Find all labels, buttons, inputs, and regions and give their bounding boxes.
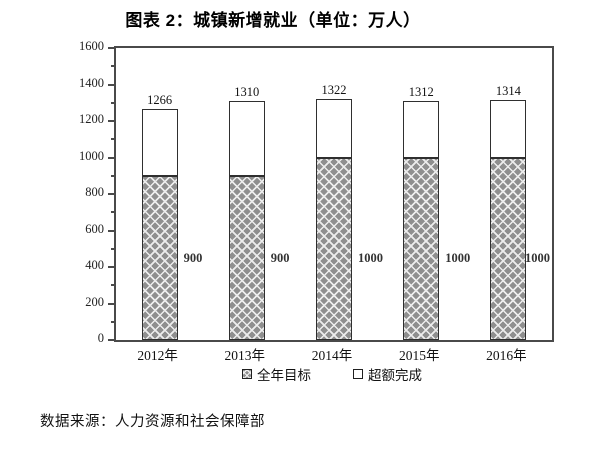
bar-total-label: 1312: [408, 84, 434, 99]
y-major-tick: [108, 266, 114, 268]
y-tick-label: 0: [97, 331, 104, 345]
bar-target-label: 900: [270, 251, 290, 265]
x-tick-label: 2013年: [224, 348, 266, 363]
bar-target-label: 1000: [525, 251, 550, 265]
legend-label-overfulfilled: 超额完成: [368, 368, 422, 383]
y-tick-label: 400: [85, 258, 104, 272]
x-tick-label: 2014年: [311, 348, 353, 363]
x-tick-label: 2015年: [398, 348, 440, 363]
y-major-tick: [108, 302, 114, 305]
bar-target-label: 1000: [445, 251, 471, 265]
bar-segment-overfulfilled: [228, 100, 265, 176]
y-tick-label: 800: [85, 185, 104, 199]
y-major-tick: [108, 156, 114, 159]
y-minor-tick: [111, 320, 114, 323]
chart-title: 图表 2：城镇新增就业（单位：万人）: [125, 11, 421, 30]
y-major-tick: [108, 229, 114, 232]
bar-target-label: 900: [183, 251, 203, 265]
legend-item-overfulfilled: 超额完成: [353, 364, 422, 384]
y-tick-label: 200: [85, 294, 104, 309]
y-tick-label: 1000: [79, 148, 104, 163]
x-tick-label: 2012年: [137, 348, 178, 363]
bar-segment-target: [316, 157, 352, 340]
y-major-tick: [108, 339, 114, 341]
y-major-tick: [108, 47, 114, 49]
y-tick-label: 600: [85, 221, 104, 236]
y-major-tick: [108, 193, 114, 195]
y-minor-tick: [111, 284, 114, 287]
y-major-tick: [108, 83, 114, 86]
x-tick-label: 2016年: [486, 348, 527, 363]
y-tick-label: 1600: [79, 39, 104, 53]
bar-segment-target: [228, 175, 265, 340]
y-minor-tick: [111, 174, 114, 177]
bar-segment-overfulfilled: [141, 108, 178, 176]
bar-segment-target: [490, 157, 527, 340]
bar-segment-overfulfilled: [490, 100, 527, 158]
y-tick-label: 1400: [79, 75, 104, 90]
bar-target-label: 1000: [358, 251, 383, 265]
bar-segment-target: [141, 175, 178, 340]
y-minor-tick: [111, 101, 114, 104]
bar-segment-overfulfilled: [403, 100, 440, 158]
white-swatch-icon: [353, 369, 363, 379]
y-minor-tick: [111, 138, 114, 141]
bar-total-label: 1314: [495, 84, 521, 99]
legend-item-target: 全年目标: [242, 364, 311, 384]
hatched-swatch-icon: [242, 369, 252, 379]
y-minor-tick: [111, 65, 114, 68]
legend: 全年目标 超额完成: [114, 364, 550, 384]
legend-label-target: 全年目标: [257, 368, 311, 383]
bar-total-label: 1310: [234, 84, 260, 99]
bar-segment-target: [403, 157, 440, 340]
bar-total-label: 1266: [147, 92, 173, 107]
plot-area: 1266 900 1310 900 1322 1000 1312 1000 1314 1000: [108, 46, 554, 342]
source-note: 数据来源：人力资源和社会保障部: [40, 414, 265, 430]
y-tick-label: 1200: [79, 112, 104, 126]
bar-total-label: 1322: [321, 82, 347, 97]
y-major-tick: [108, 120, 114, 122]
bar-segment-overfulfilled: [316, 98, 352, 158]
y-minor-tick: [111, 211, 114, 214]
y-minor-tick: [111, 247, 114, 250]
